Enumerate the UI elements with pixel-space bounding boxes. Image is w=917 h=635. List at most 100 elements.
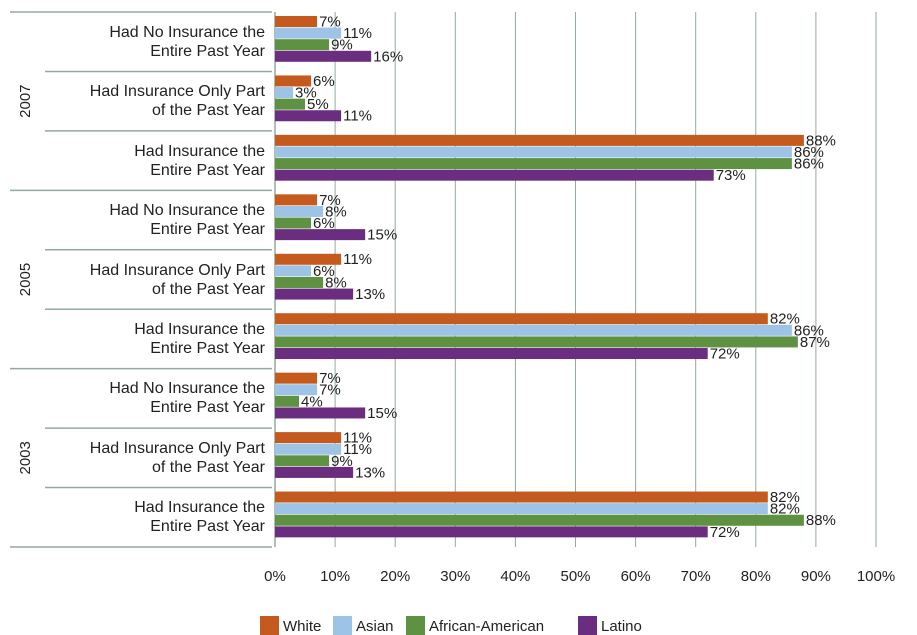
value-label: 4% (301, 393, 323, 410)
bar (275, 75, 312, 87)
bar (275, 466, 354, 478)
value-label: 82% (770, 311, 800, 328)
legend-swatch (406, 616, 425, 635)
bar (275, 265, 312, 277)
bar (275, 503, 768, 515)
value-label: 6% (313, 263, 335, 280)
bar (275, 98, 306, 110)
x-tick-label: 40% (500, 568, 530, 585)
category-label: Had Insurance Only Part of the Past Year (89, 439, 265, 476)
value-label: 5% (307, 96, 329, 113)
value-label: 73% (716, 167, 746, 184)
category-label: Had Insurance Only Part of the Past Year (89, 261, 265, 298)
value-label: 13% (355, 464, 385, 481)
bar (275, 324, 792, 336)
bar (275, 336, 798, 348)
group-label: 2003 (17, 441, 34, 474)
category-label: Had Insurance Only Part of the Past Year (89, 83, 265, 120)
value-label: 72% (710, 345, 740, 362)
value-label: 88% (806, 512, 836, 529)
bar (275, 395, 300, 407)
value-label: 7% (319, 13, 341, 30)
legend-swatch (260, 616, 279, 635)
category-label: Had Insurance the Entire Past Year (134, 499, 265, 536)
bar (275, 253, 342, 265)
value-label: 11% (343, 108, 372, 125)
value-label: 11% (343, 25, 372, 42)
bar (275, 16, 318, 27)
value-label: 8% (325, 274, 347, 291)
value-label: 86% (794, 156, 824, 173)
x-tick-label: 70% (681, 568, 711, 585)
bar (275, 491, 768, 503)
bar (275, 158, 792, 170)
legend-swatch (333, 616, 352, 635)
x-tick-label: 20% (380, 568, 410, 585)
category-label: Had Insurance the Entire Past Year (134, 142, 265, 179)
value-label: 13% (355, 286, 385, 303)
bar (275, 432, 342, 444)
x-tick-label: 0% (264, 568, 286, 585)
legend-label: African-American (429, 618, 544, 635)
value-label: 87% (800, 334, 830, 351)
value-label: 7% (319, 382, 341, 399)
value-label: 82% (770, 489, 800, 506)
bar (275, 348, 708, 360)
bar (275, 372, 318, 384)
group-label: 2007 (17, 84, 34, 117)
group-label: 2005 (17, 263, 34, 296)
bar (275, 27, 342, 39)
bar (275, 134, 804, 146)
bar (275, 87, 294, 99)
legend-label: Asian (356, 618, 394, 635)
value-label: 11% (343, 251, 372, 268)
value-label: 15% (367, 405, 397, 422)
legend-swatch (578, 616, 597, 635)
category-label: Had No Insurance the Entire Past Year (109, 23, 265, 60)
x-tick-label: 80% (741, 568, 771, 585)
legend-label: Latino (601, 618, 642, 635)
bar (275, 194, 318, 206)
bar (275, 514, 804, 526)
value-label: 7% (319, 370, 341, 387)
value-label: 82% (770, 501, 800, 518)
bar (275, 276, 324, 288)
bar (275, 50, 372, 62)
value-label: 11% (343, 441, 372, 458)
value-label: 86% (794, 322, 824, 339)
value-label: 3% (295, 85, 317, 102)
bar (275, 217, 312, 229)
value-label: 88% (806, 132, 836, 149)
category-label: Had No Insurance the Entire Past Year (109, 380, 265, 417)
value-label: 11% (343, 430, 372, 447)
legend-label: White (283, 618, 321, 635)
bar (275, 443, 342, 455)
x-tick-label: 60% (621, 568, 651, 585)
bar (275, 39, 330, 51)
value-label: 16% (373, 48, 403, 65)
x-tick-label: 100% (857, 568, 895, 585)
value-label: 7% (319, 192, 341, 209)
bar (275, 229, 366, 241)
value-label: 15% (367, 227, 397, 244)
bar (275, 407, 366, 419)
value-label: 86% (794, 144, 824, 161)
value-label: 6% (313, 73, 335, 90)
value-label: 9% (331, 37, 353, 54)
value-label: 6% (313, 215, 335, 232)
value-label: 9% (331, 453, 353, 470)
bar (275, 110, 342, 122)
category-label: Had Insurance the Entire Past Year (134, 320, 265, 357)
x-tick-label: 90% (801, 568, 831, 585)
bar (275, 455, 330, 467)
bar (275, 288, 354, 300)
value-label: 8% (325, 203, 347, 220)
x-tick-label: 10% (320, 568, 350, 585)
bar (275, 384, 318, 396)
bar (275, 313, 768, 325)
x-tick-label: 30% (440, 568, 470, 585)
bar (275, 205, 324, 217)
x-tick-label: 50% (560, 568, 590, 585)
